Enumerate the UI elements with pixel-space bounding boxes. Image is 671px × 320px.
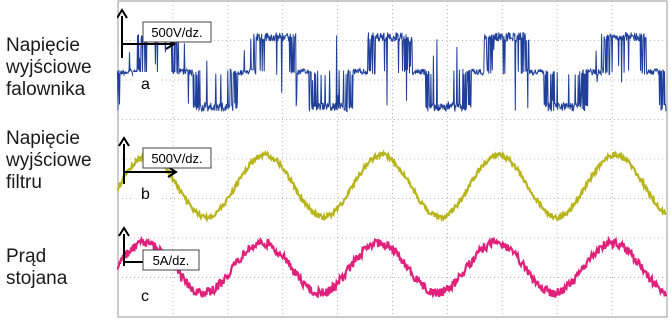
label-line: stojana xyxy=(6,268,68,289)
arrow-head-icon xyxy=(117,8,128,19)
scale-box xyxy=(142,21,212,43)
trace-stator-current xyxy=(117,235,668,299)
scale-label: 500V/dz. xyxy=(151,151,202,166)
scale-label: 500V/dz. xyxy=(151,25,202,40)
label-line: Prąd xyxy=(6,246,47,267)
traces xyxy=(117,31,668,299)
panel-letter: c xyxy=(141,288,149,305)
arrow-head-icon xyxy=(167,166,178,178)
arrow-head-icon xyxy=(118,136,130,147)
scale-box xyxy=(142,147,212,169)
panel-letter: b xyxy=(141,186,150,203)
scale-box xyxy=(142,249,200,271)
label-line: filtru xyxy=(6,172,42,193)
panel-letter-bg xyxy=(133,182,159,204)
panel-letter-bg xyxy=(133,284,159,306)
scale-label: 5A/dz. xyxy=(153,253,190,268)
arrow-head-icon xyxy=(118,226,130,237)
trace-inverter-voltage xyxy=(117,31,667,113)
label-inverter-output-voltage: Napięcie wyjściowe falownika xyxy=(6,35,118,101)
trace-filter-voltage xyxy=(117,149,667,223)
overlays: 500V/dz. a 500V/dz. b 5A/dz. c xyxy=(117,8,212,306)
label-line: falownika xyxy=(6,79,86,100)
label-line: wyjściowe xyxy=(6,150,92,171)
label-stator-current: Prąd stojana xyxy=(6,246,118,290)
panel-letter: a xyxy=(141,76,150,93)
panel-letter-bg xyxy=(133,72,159,94)
label-line: Napięcie xyxy=(6,35,80,56)
oscilloscope-panel: 500V/dz. a 500V/dz. b 5A/dz. c xyxy=(117,0,668,318)
label-filter-output-voltage: Napięcie wyjściowe filtru xyxy=(6,128,118,194)
label-line: Napięcie xyxy=(6,128,80,149)
label-line: wyjściowe xyxy=(6,57,92,78)
